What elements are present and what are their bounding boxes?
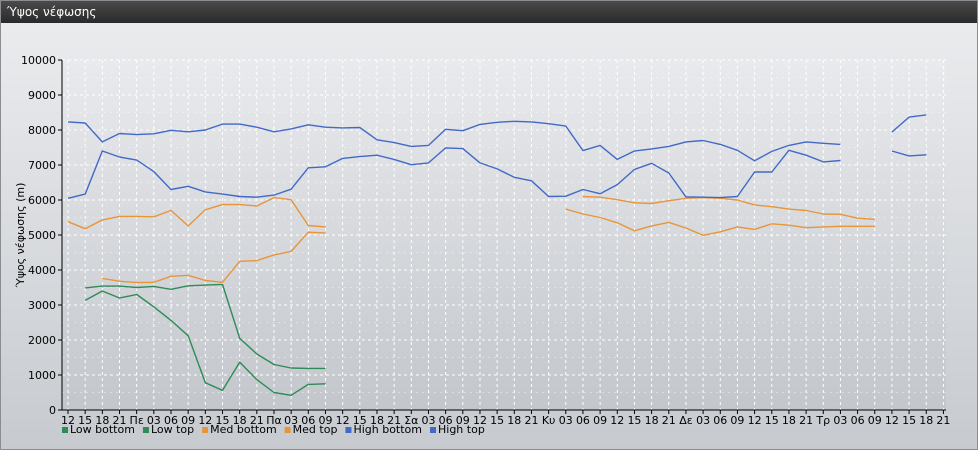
legend-label-med-bottom: Med bottom bbox=[210, 423, 277, 436]
x-tick-label: 12 bbox=[473, 414, 487, 427]
x-tick-label: 03 bbox=[559, 414, 573, 427]
series-line-high-bottom bbox=[891, 150, 927, 157]
x-tick-label: 03 bbox=[421, 414, 435, 427]
legend-swatch-low-bottom bbox=[62, 427, 68, 433]
x-tick-label: 21 bbox=[387, 414, 401, 427]
x-tick-label: 18 bbox=[645, 414, 659, 427]
x-tick-label: 03 bbox=[284, 414, 298, 427]
x-tick-label: 15 bbox=[215, 414, 229, 427]
x-tick-label: 12 bbox=[610, 414, 624, 427]
series-line-med-top bbox=[67, 196, 326, 230]
x-tick-label: 09 bbox=[868, 414, 882, 427]
legend-label-high-top: High top bbox=[438, 423, 485, 436]
plot-area bbox=[62, 60, 946, 410]
legend-label-low-top: Low top bbox=[151, 423, 194, 436]
y-tick-label: 9000 bbox=[28, 89, 56, 102]
legend-swatch-high-bottom bbox=[345, 427, 352, 433]
y-tick-label: 6000 bbox=[28, 194, 56, 207]
series-line-high-top bbox=[67, 120, 841, 162]
x-tick-label: 15 bbox=[490, 414, 504, 427]
x-tick-label: 09 bbox=[730, 414, 744, 427]
x-tick-label: 18 bbox=[507, 414, 521, 427]
legend-label-med-top: Med top bbox=[293, 423, 338, 436]
y-tick-label: 2000 bbox=[28, 334, 56, 347]
x-tick-label: 18 bbox=[233, 414, 247, 427]
x-tick-label: 09 bbox=[456, 414, 470, 427]
x-axis: 12 15 18 21 Πε 03 06 09 12 15 18 21 Πα 03 06 09 12 15 18 21… bbox=[61, 409, 950, 427]
series-line-low-bottom bbox=[84, 290, 326, 396]
x-tick-label: 18 bbox=[919, 414, 933, 427]
x-tick-label: 03 bbox=[696, 414, 710, 427]
x-tick-label: 18 bbox=[95, 414, 109, 427]
x-tick-label: 21 bbox=[524, 414, 538, 427]
y-tick-label: 7000 bbox=[28, 159, 56, 172]
y-tick-label: 8000 bbox=[28, 124, 56, 137]
x-tick-label: 21 bbox=[250, 414, 264, 427]
x-tick-label: 06 bbox=[851, 414, 865, 427]
x-tick-label: 09 bbox=[318, 414, 332, 427]
series-line-high-top bbox=[891, 114, 927, 133]
legend-swatch-high-top bbox=[430, 427, 436, 433]
x-tick-label: 12 bbox=[336, 414, 350, 427]
x-tick-label: 09 bbox=[593, 414, 607, 427]
y-tick-label: 4000 bbox=[28, 264, 56, 277]
x-tick-label: 15 bbox=[765, 414, 779, 427]
legend-label-low-bottom: Low bottom bbox=[70, 423, 135, 436]
x-tick-label: 18 bbox=[370, 414, 384, 427]
series-line-med-bottom bbox=[102, 231, 326, 284]
x-tick-label: 15 bbox=[902, 414, 916, 427]
x-tick-label: 18 bbox=[782, 414, 796, 427]
x-tick-label: 15 bbox=[353, 414, 367, 427]
x-tick-label: Πε bbox=[130, 414, 144, 427]
legend-swatch-med-bottom bbox=[202, 427, 209, 433]
y-axis-label: Ύψος νέφωσης (m) bbox=[14, 183, 27, 289]
x-tick-label: Δε bbox=[679, 414, 693, 427]
x-tick-label: 21 bbox=[662, 414, 676, 427]
x-tick-label: 15 bbox=[78, 414, 92, 427]
series-line-high-bottom bbox=[67, 147, 841, 199]
x-tick-label: Κυ bbox=[542, 414, 556, 427]
x-tick-label: 03 bbox=[147, 414, 161, 427]
legend-label-high-bottom: High bottom bbox=[353, 423, 422, 436]
y-tick-label: 10000 bbox=[21, 54, 56, 67]
y-tick-label: 3000 bbox=[28, 299, 56, 312]
window-title: Ύψος νέφωσης bbox=[1, 1, 977, 23]
x-tick-label: 06 bbox=[164, 414, 178, 427]
x-tick-label: Πα bbox=[266, 414, 282, 427]
x-tick-label: 21 bbox=[112, 414, 126, 427]
series-line-low-top bbox=[85, 283, 326, 370]
x-tick-label: 21 bbox=[799, 414, 813, 427]
x-tick-label: 12 bbox=[61, 414, 75, 427]
y-tick-label: 0 bbox=[49, 404, 56, 417]
x-tick-label: 21 bbox=[936, 414, 950, 427]
x-tick-label: 15 bbox=[627, 414, 641, 427]
x-tick-label: 12 bbox=[198, 414, 212, 427]
series-line-med-top bbox=[582, 195, 875, 220]
x-tick-label: 06 bbox=[301, 414, 315, 427]
series-lines bbox=[67, 114, 927, 396]
y-tick-label: 1000 bbox=[28, 369, 56, 382]
x-tick-label: 06 bbox=[439, 414, 453, 427]
x-tick-label: 12 bbox=[748, 414, 762, 427]
series-line-med-bottom bbox=[565, 208, 875, 237]
x-tick-label: Σα bbox=[404, 414, 418, 427]
grid-lines bbox=[62, 59, 946, 411]
y-tick-label: 5000 bbox=[28, 229, 56, 242]
legend: Low bottom Low top Med bottom Med top High b… bbox=[62, 423, 485, 436]
x-tick-label: 09 bbox=[181, 414, 195, 427]
x-tick-label: 03 bbox=[833, 414, 847, 427]
x-tick-label: 12 bbox=[885, 414, 899, 427]
x-tick-label: Τρ bbox=[815, 414, 830, 427]
x-tick-label: 06 bbox=[576, 414, 590, 427]
y-axis: 0 1000 2000 3000 4000 5000 6000 7000 8000 9000 100… bbox=[21, 54, 63, 417]
legend-swatch-low-top bbox=[142, 427, 149, 433]
legend-swatch-med-top bbox=[284, 427, 291, 433]
x-tick-label: 06 bbox=[713, 414, 727, 427]
